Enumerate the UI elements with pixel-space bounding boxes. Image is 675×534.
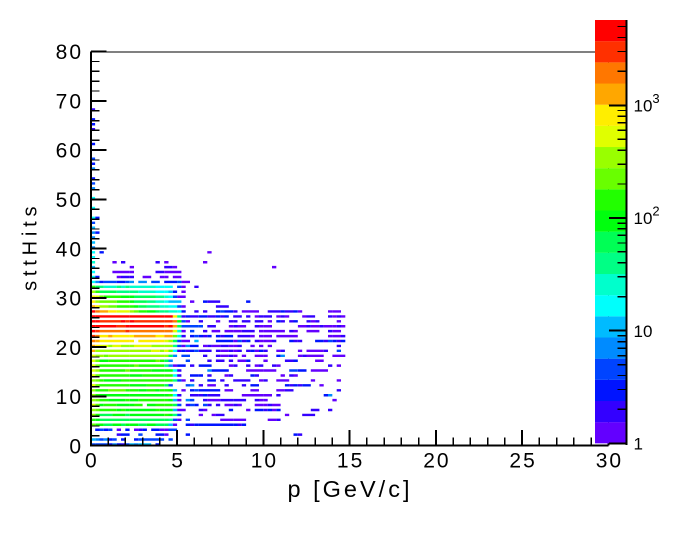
svg-text:0: 0 (85, 449, 99, 472)
svg-text:15: 15 (337, 449, 364, 472)
svg-text:10: 10 (251, 449, 278, 472)
svg-text:70: 70 (56, 91, 83, 114)
svg-text:30: 30 (56, 288, 83, 311)
svg-text:80: 80 (56, 41, 83, 64)
svg-text:20: 20 (423, 449, 450, 472)
svg-text:p [GeV/c]: p [GeV/c] (288, 476, 413, 502)
svg-text:40: 40 (56, 238, 83, 261)
svg-text:sttHits: sttHits (19, 202, 41, 291)
svg-text:25: 25 (509, 449, 536, 472)
svg-text:10: 10 (634, 322, 653, 341)
svg-text:30: 30 (596, 449, 623, 472)
svg-text:10: 10 (56, 386, 83, 409)
svg-text:1: 1 (634, 434, 643, 453)
svg-text:5: 5 (171, 449, 185, 472)
svg-text:20: 20 (56, 337, 83, 360)
svg-text:60: 60 (56, 140, 83, 163)
svg-text:50: 50 (56, 189, 83, 212)
svg-text:0: 0 (69, 435, 83, 458)
